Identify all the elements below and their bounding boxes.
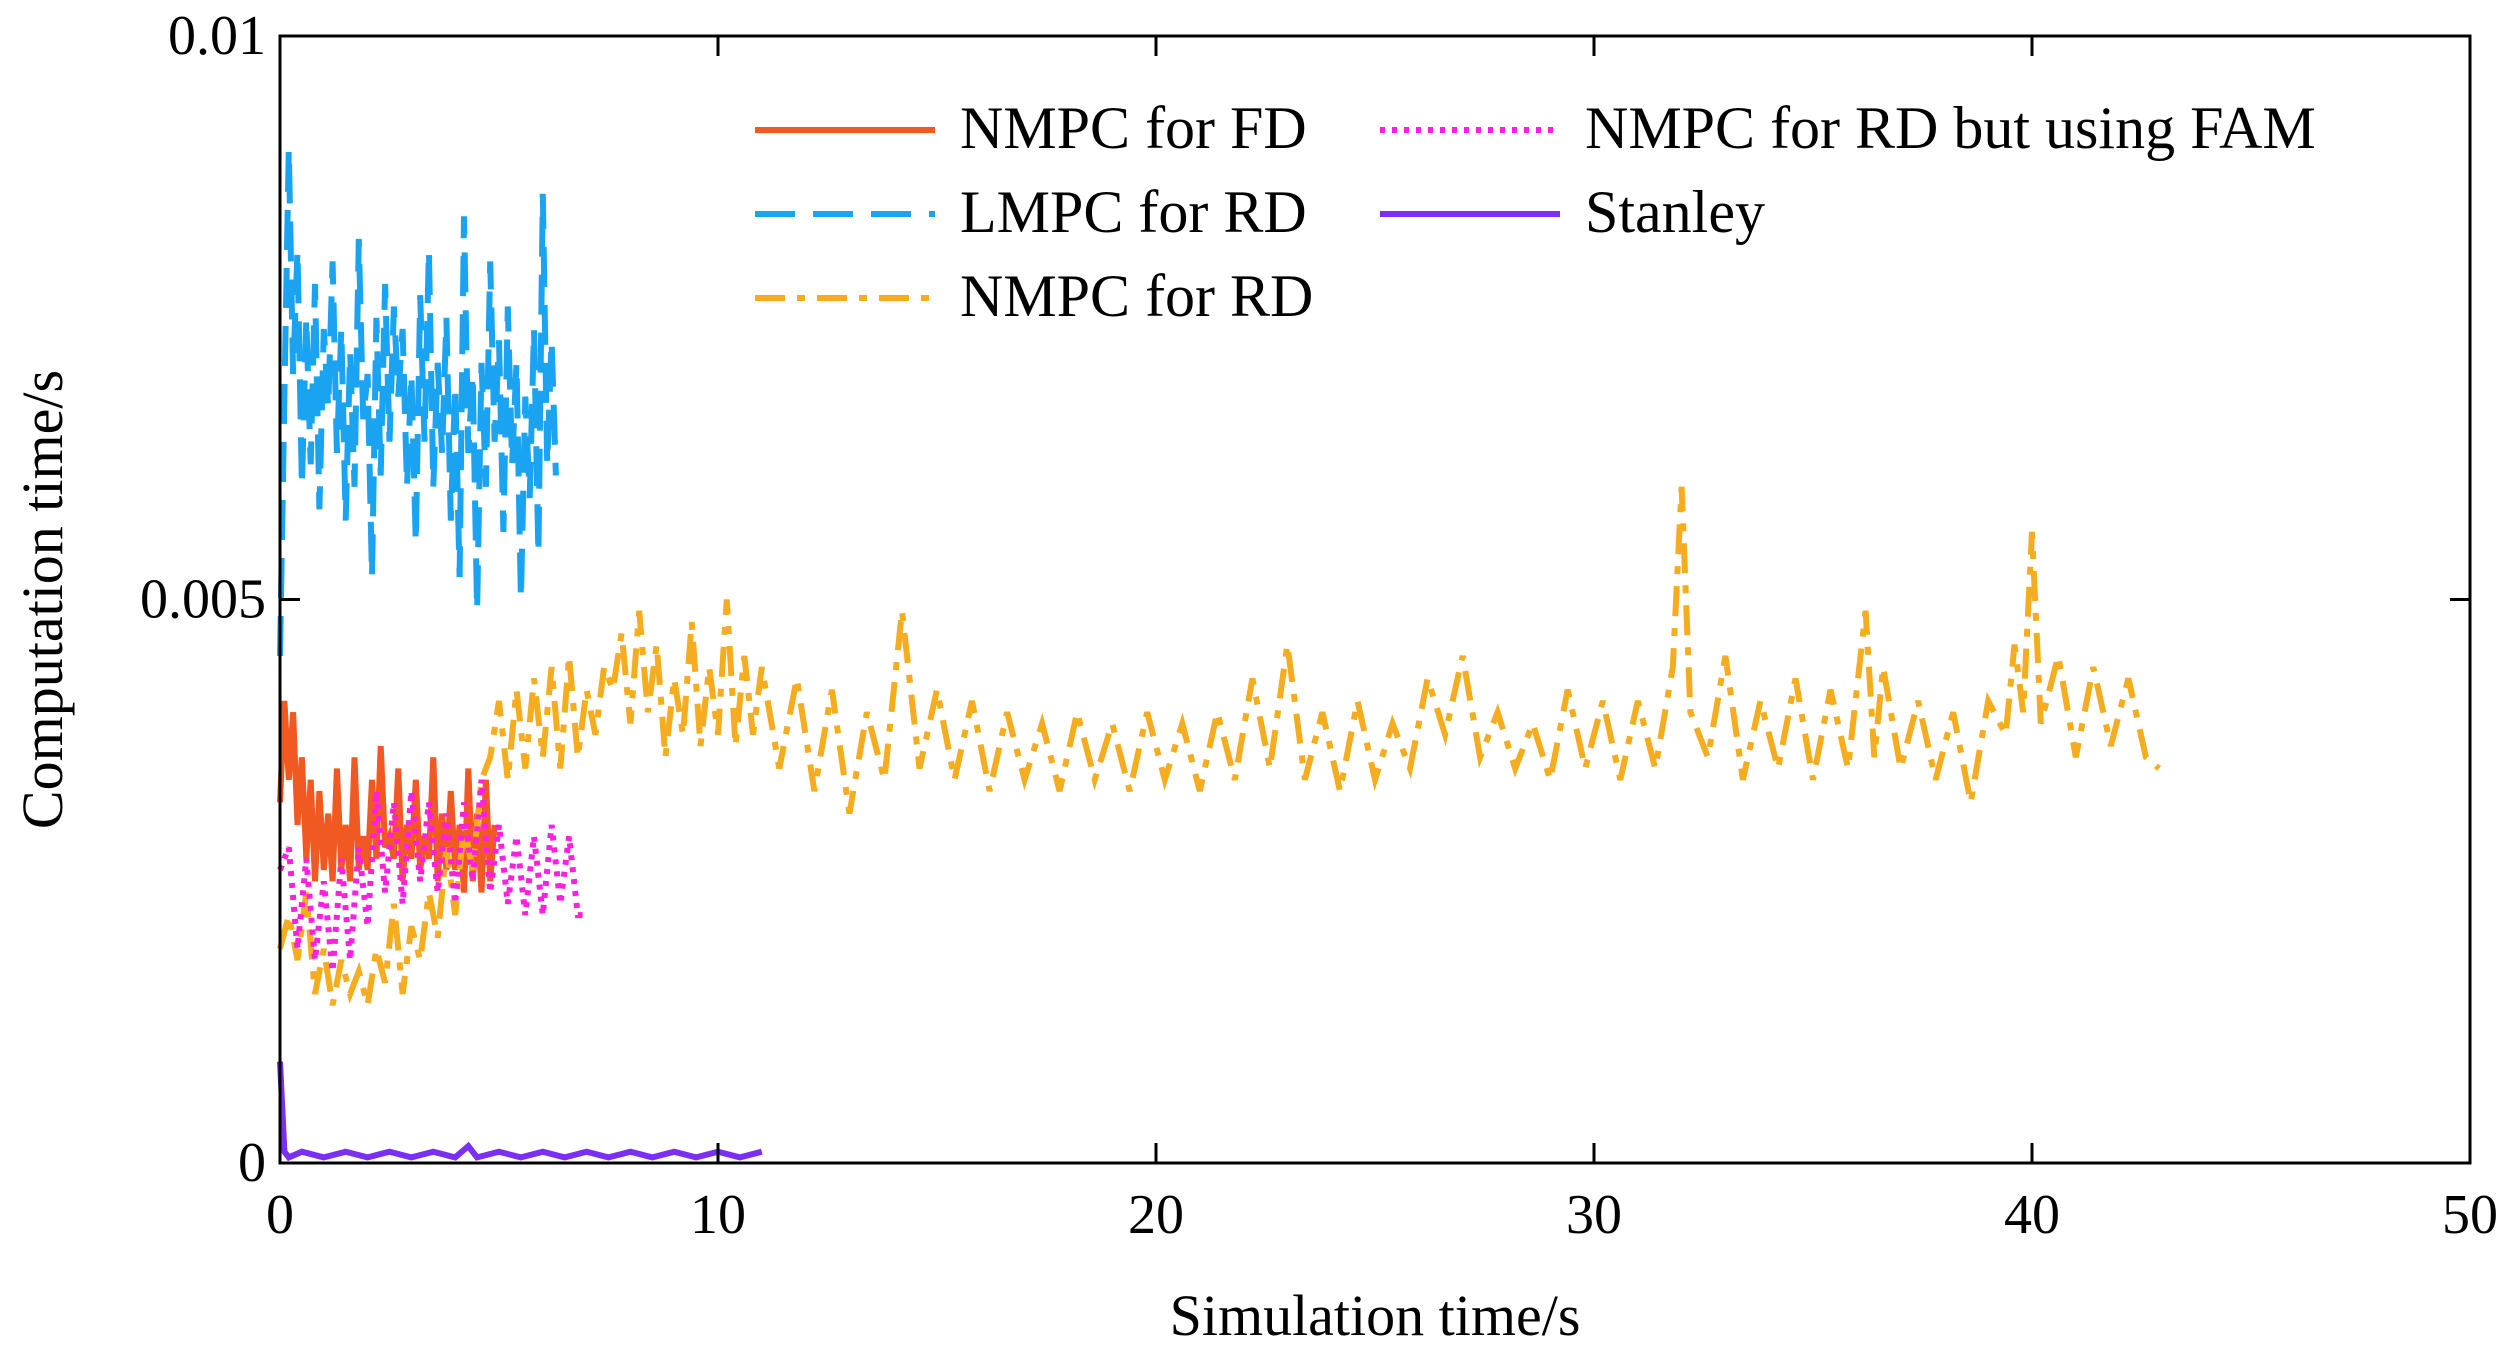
series-line-nmpc-for-rd-but-using-fam — [277, 779, 587, 972]
legend-label-stanley: Stanley — [1585, 179, 1765, 245]
legend-label-lmpc-for-rd: LMPC for RD — [960, 179, 1307, 245]
x-tick-label: 50 — [2442, 1184, 2498, 1246]
x-axis-label: Simulation time/s — [1170, 1283, 1581, 1348]
series-line-nmpc-for-fd — [277, 700, 498, 893]
y-axis-label: Computation time/s — [10, 370, 75, 829]
x-tick-label: 20 — [1128, 1184, 1184, 1246]
plot-frame — [278, 34, 2472, 1165]
ticks-layer: 0 10 20 30 40 50 0 0.005 0.01 — [140, 5, 2498, 1246]
x-tick-label: 40 — [2004, 1184, 2060, 1246]
y-tick-label: 0 — [238, 1132, 266, 1194]
x-tick-label: 0 — [266, 1184, 294, 1246]
series-line-nmpc-for-rd — [277, 486, 2161, 1006]
y-tick-label: 0.01 — [168, 5, 266, 67]
x-tick-label: 10 — [690, 1184, 746, 1246]
legend-label-nmpc-for-rd: NMPC for RD — [960, 263, 1313, 329]
legend-label-nmpc-for-rd-but-using-fam: NMPC for RD but using FAM — [1585, 95, 2316, 161]
legend: NMPC for FD LMPC for RD NMPC for RD NMPC fo… — [755, 95, 2316, 329]
series-line-stanley — [277, 1061, 763, 1162]
x-tick-label: 30 — [1566, 1184, 1622, 1246]
legend-label-nmpc-for-fd: NMPC for FD — [960, 95, 1307, 161]
y-tick-label: 0.005 — [140, 569, 266, 631]
series-layer — [277, 148, 2161, 1162]
series-line-lmpc-for-rd — [277, 148, 559, 656]
